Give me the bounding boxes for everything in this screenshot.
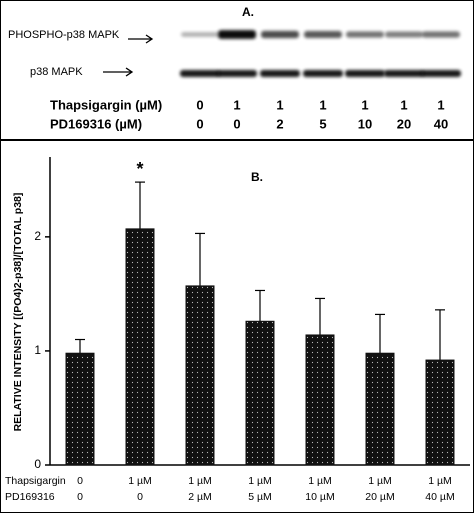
blot-band	[261, 30, 299, 39]
row-label: PD169316 (µM)	[50, 116, 142, 131]
x-tick-label: 0	[77, 491, 83, 503]
row-value: 1	[276, 97, 283, 112]
y-axis-label: RELATIVE INTENSITY [(PO4)2-p38]/[TOTAL p…	[12, 193, 24, 432]
blot-band	[260, 70, 300, 77]
row-value: 0	[233, 116, 240, 131]
panel-b-label: B.	[251, 170, 263, 184]
bar	[125, 228, 155, 466]
x-tick-label: 2 µM	[188, 491, 212, 503]
bar	[245, 320, 275, 466]
row-value: 1	[437, 97, 444, 112]
bar	[65, 352, 95, 466]
bar	[365, 352, 395, 466]
row-value: 2	[276, 116, 283, 131]
x-row-label: Thapsigargin	[5, 475, 66, 487]
x-tick-label: 1 µM	[308, 475, 332, 487]
x-tick-label: 1 µM	[248, 475, 272, 487]
bar	[185, 285, 215, 466]
row-value: 10	[358, 116, 372, 131]
blot-band	[218, 30, 256, 39]
arrow	[103, 67, 134, 77]
blot-band	[346, 31, 384, 38]
x-tick-label: 1 µM	[128, 475, 152, 487]
row-value: 0	[196, 97, 203, 112]
blot-band	[345, 70, 385, 77]
blot-band	[385, 31, 423, 38]
x-tick-label: 0	[137, 491, 143, 503]
blot-band	[422, 31, 460, 38]
arrow	[128, 34, 154, 44]
x-tick-label: 1 µM	[368, 475, 392, 487]
row-value: 40	[434, 116, 448, 131]
x-tick-label: 0	[77, 475, 83, 487]
blot-label: PHOSPHO-p38 MAPK	[8, 29, 120, 41]
x-row-label: PD169316	[5, 491, 55, 503]
row-value: 1	[400, 97, 407, 112]
blot-band	[303, 70, 343, 77]
x-tick-label: 20 µM	[365, 491, 394, 503]
blot-band	[421, 70, 461, 77]
x-tick-label: 40 µM	[425, 491, 454, 503]
row-value: 1	[361, 97, 368, 112]
row-value: 5	[319, 116, 326, 131]
x-tick-label: 10 µM	[305, 491, 334, 503]
x-tick-label: 5 µM	[248, 491, 272, 503]
x-tick-label: 1 µM	[188, 475, 212, 487]
bar	[305, 334, 335, 466]
x-tick-label: 1 µM	[428, 475, 452, 487]
blot-band	[304, 31, 342, 38]
y-tick-label: 2	[34, 229, 41, 243]
blot-label: p38 MAPK	[30, 66, 83, 78]
y-tick-label: 0	[34, 457, 41, 471]
blot-band	[181, 32, 219, 37]
row-value: 0	[196, 116, 203, 131]
blot-band	[180, 70, 220, 77]
blot-band	[217, 70, 257, 77]
row-label: Thapsigargin (µM)	[50, 97, 162, 112]
annotation: *	[136, 159, 143, 179]
row-value: 1	[319, 97, 326, 112]
row-value: 1	[233, 97, 240, 112]
row-value: 20	[397, 116, 411, 131]
panel-a-label: A.	[242, 5, 254, 19]
blot-band	[384, 70, 424, 77]
bar	[425, 359, 455, 466]
y-tick-label: 1	[34, 343, 41, 357]
